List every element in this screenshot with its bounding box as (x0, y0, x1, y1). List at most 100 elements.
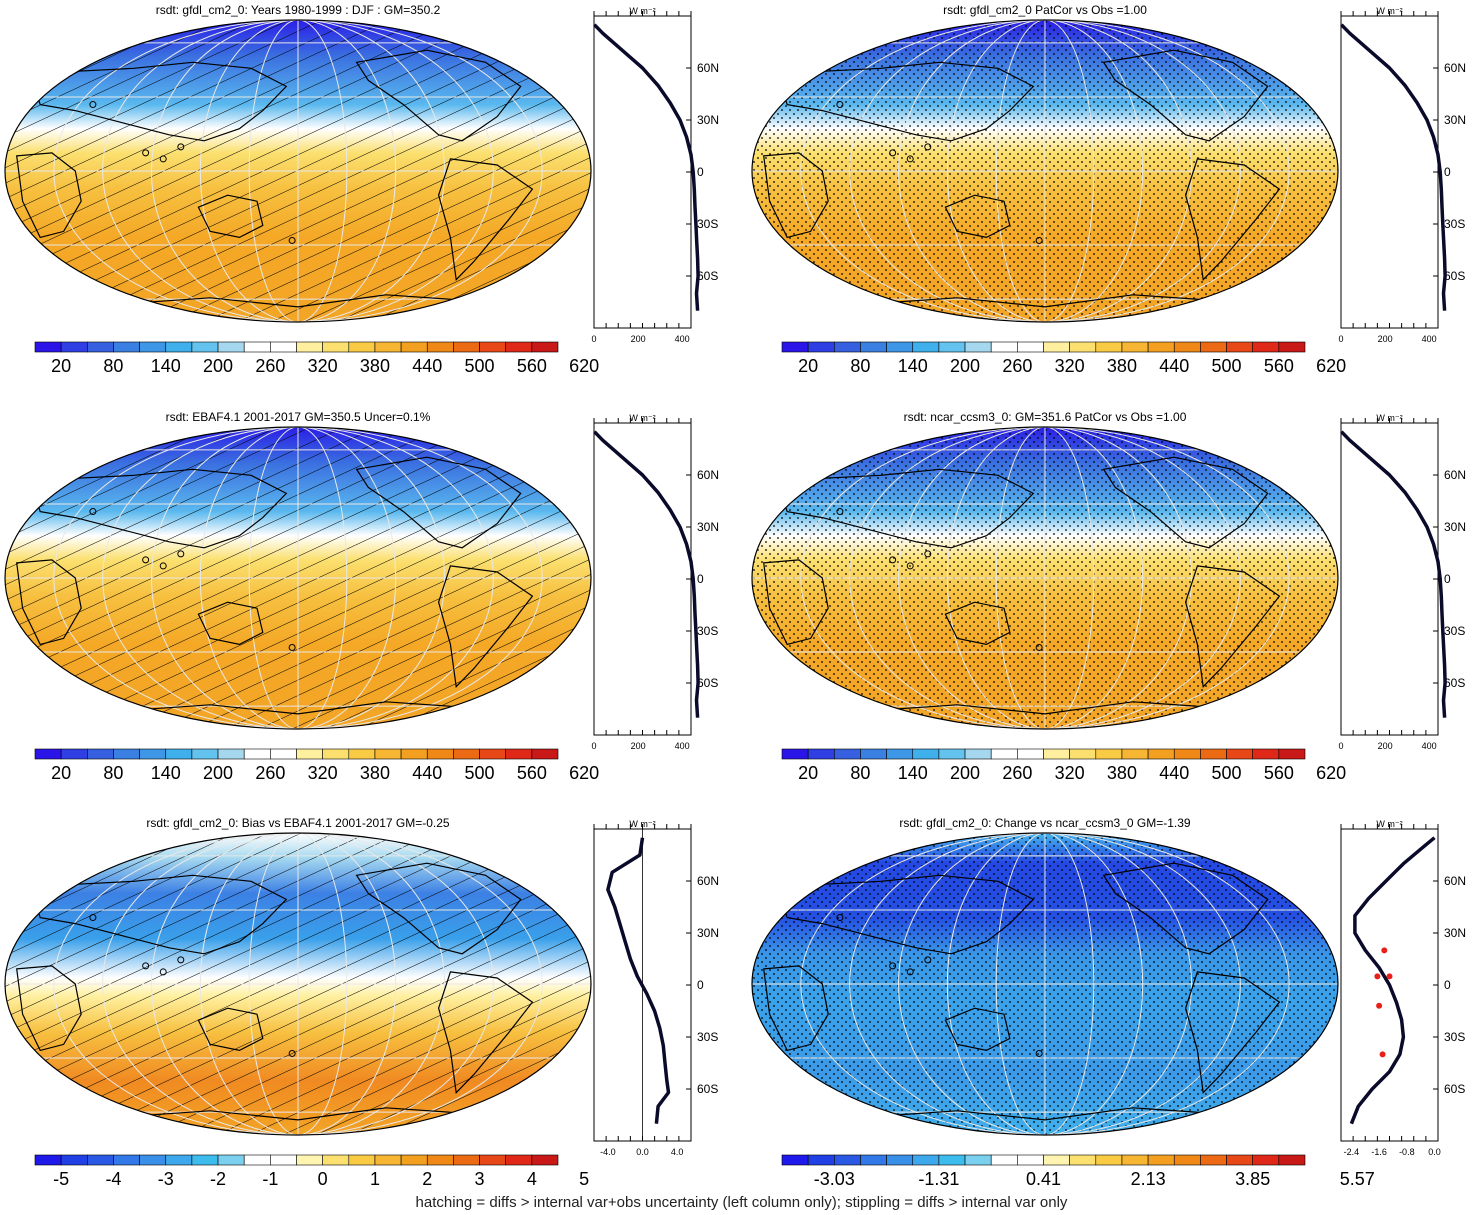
colorbar-tick-label: 140 (898, 763, 928, 783)
island-outline (89, 101, 97, 109)
coastline-outline (122, 294, 474, 308)
coastline-outline (16, 152, 82, 239)
profile-x-tick-label: 400 (1422, 741, 1437, 751)
colorbar-tick-label: 620 (569, 763, 599, 783)
colorbar-swatch (479, 1154, 506, 1166)
profile-lat-label: 60N (1444, 874, 1466, 888)
map-border (751, 832, 1339, 1136)
map-field (752, 833, 1338, 1135)
profile-lat-label: 60S (697, 1082, 718, 1096)
colorbar-swatch (990, 748, 1018, 760)
colorbar-swatch (912, 748, 940, 760)
colorbar-tick-label: 20 (51, 763, 71, 783)
coastline-outline (869, 1107, 1221, 1121)
colorbar-swatch (964, 1154, 992, 1166)
colorbar-swatch (1043, 1154, 1070, 1166)
coastline-outline (1102, 49, 1269, 142)
colorbar-swatch (1095, 748, 1123, 760)
colorbar-swatch (1147, 341, 1175, 353)
island-outline (836, 914, 844, 922)
colorbar-tick-label: 380 (360, 356, 390, 376)
island-outline (142, 962, 150, 970)
profile-outlier-point (1379, 1051, 1386, 1058)
colorbar-swatch (296, 341, 323, 353)
profile-curve (593, 430, 700, 718)
colorbar-swatch (886, 748, 914, 760)
colorbar-swatch (243, 341, 271, 353)
profile-lat-label: 60S (697, 676, 718, 690)
profile-outlier-point (1376, 1002, 1383, 1009)
colorbar-swatch (426, 341, 454, 353)
colorbar-swatch (87, 748, 114, 760)
map-border (751, 19, 1339, 323)
island-outline (906, 155, 914, 163)
profile-x-tick-label: 0 (1338, 741, 1343, 751)
profile-lat-label: 60N (697, 874, 719, 888)
colorbar-tick-label: 500 (465, 763, 495, 783)
profile-curve (1340, 430, 1447, 718)
colorbar-swatch (1173, 1154, 1201, 1166)
coastline-outline (1184, 565, 1281, 689)
colorbar-swatch (886, 341, 914, 353)
profile-lat-label: 0 (1444, 572, 1451, 586)
profile-outlier-point (1381, 947, 1388, 954)
colorbar-swatch (296, 1154, 323, 1166)
colorbar-swatch (348, 1154, 376, 1166)
profile-lat-label: 0 (1444, 978, 1451, 992)
colorbar-swatch (1226, 748, 1254, 760)
island-outline (1035, 236, 1043, 244)
colorbar-tick-label: 20 (51, 356, 71, 376)
island-outline (836, 508, 844, 516)
colorbar-swatch (990, 341, 1018, 353)
colorbar-swatch (833, 1154, 861, 1166)
colorbar-tick-label: 80 (850, 356, 870, 376)
colorbar-tick-label: 5.57 (1340, 1169, 1375, 1189)
colorbar-swatch (505, 1154, 533, 1166)
colorbar: 20 80 140 200 260 320 380 440 500 560 620 (781, 341, 1346, 376)
coastline-outline (33, 874, 288, 955)
island-outline (177, 956, 185, 964)
colorbar-swatch (807, 1154, 835, 1166)
profile-lat-label: 0 (697, 165, 704, 179)
colorbar-tick-label: 320 (308, 763, 338, 783)
coastlines (763, 456, 1281, 715)
coastline-outline (1184, 158, 1281, 282)
colorbar-tick-label: 0 (318, 1169, 328, 1189)
profile-x-tick-label: 0.0 (636, 1147, 649, 1157)
profile-lat-label: 60S (697, 269, 718, 283)
profile-lat-label: 60N (697, 468, 719, 482)
colorbar-swatch (886, 1154, 914, 1166)
colorbar-swatch (1173, 341, 1201, 353)
profile-curve (593, 23, 700, 311)
colorbar-tick-label: 260 (255, 356, 285, 376)
colorbar-swatch (1278, 1154, 1306, 1166)
profile-lat-label: 30S (697, 624, 718, 638)
colorbar-swatch (1069, 1154, 1097, 1166)
colorbar-swatch (1200, 748, 1227, 760)
colorbar-swatch (1278, 341, 1306, 353)
coastline-outline (763, 965, 829, 1052)
island-outline (159, 562, 167, 570)
colorbar-tick-label: -4 (105, 1169, 121, 1189)
colorbar-tick-label: -5 (53, 1169, 69, 1189)
colorbar: -3.03 -1.31 0.41 2.13 3.85 5.57 (781, 1154, 1375, 1189)
colorbar-swatch (243, 1154, 271, 1166)
colorbar-swatch (322, 1154, 350, 1166)
colorbar-tick-label: 80 (850, 763, 870, 783)
colorbar-tick-label: 2 (422, 1169, 432, 1189)
profile-lat-label: 60S (1444, 269, 1465, 283)
profile-frame (1340, 422, 1439, 736)
profile-x-tick-label: -4.0 (600, 1147, 616, 1157)
map-field (752, 20, 1338, 322)
profile-x-tick-label: 200 (631, 334, 646, 344)
colorbar-swatch (400, 748, 428, 760)
colorbar-tick-label: 560 (1264, 356, 1294, 376)
colorbar-tick-label: 1 (370, 1169, 380, 1189)
colorbar-swatch (781, 1154, 809, 1166)
colorbar-swatch (860, 341, 887, 353)
coastline-outline (197, 1007, 264, 1052)
island-outline (288, 236, 296, 244)
island-outline (159, 968, 167, 976)
colorbar-tick-label: -1 (262, 1169, 278, 1189)
colorbar-swatch (270, 1154, 297, 1166)
